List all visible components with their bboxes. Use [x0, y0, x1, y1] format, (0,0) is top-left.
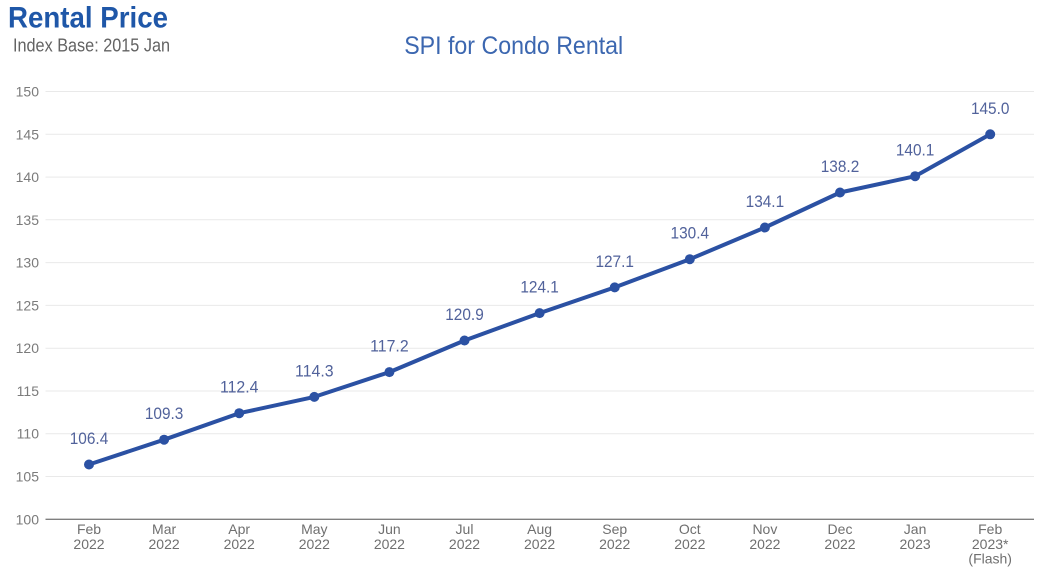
svg-text:117.2: 117.2: [370, 337, 409, 356]
svg-text:145: 145: [16, 126, 40, 142]
svg-text:Jul: Jul: [456, 521, 474, 537]
svg-text:140.1: 140.1: [896, 141, 935, 160]
svg-text:Oct: Oct: [679, 521, 701, 537]
svg-text:127.1: 127.1: [595, 252, 634, 271]
svg-text:145.0: 145.0: [971, 99, 1010, 118]
svg-text:2022: 2022: [374, 536, 405, 552]
svg-text:May: May: [301, 521, 327, 537]
svg-text:110: 110: [17, 426, 40, 442]
svg-text:130: 130: [16, 255, 40, 271]
svg-text:Rental Price: Rental Price: [8, 2, 168, 35]
svg-text:Index Base: 2015 Jan: Index Base: 2015 Jan: [13, 36, 170, 56]
svg-text:Feb: Feb: [978, 521, 1002, 537]
svg-text:106.4: 106.4: [70, 429, 109, 448]
svg-text:2022: 2022: [73, 536, 104, 552]
svg-text:2022: 2022: [824, 536, 855, 552]
svg-text:Feb: Feb: [77, 521, 101, 537]
svg-text:124.1: 124.1: [520, 278, 559, 297]
svg-text:(Flash): (Flash): [968, 551, 1012, 567]
svg-text:Sep: Sep: [602, 521, 627, 537]
svg-text:Jun: Jun: [378, 521, 401, 537]
svg-text:2022: 2022: [224, 536, 255, 552]
svg-text:2022: 2022: [524, 536, 555, 552]
svg-text:109.3: 109.3: [145, 404, 184, 423]
svg-text:100: 100: [16, 511, 40, 527]
svg-text:2022: 2022: [149, 536, 180, 552]
svg-text:Jan: Jan: [904, 521, 927, 537]
svg-text:114.3: 114.3: [295, 361, 334, 380]
svg-text:115: 115: [17, 383, 40, 399]
svg-text:140: 140: [16, 169, 40, 185]
svg-text:134.1: 134.1: [746, 192, 785, 211]
svg-text:120: 120: [16, 340, 40, 356]
svg-text:2022: 2022: [749, 536, 780, 552]
svg-text:105: 105: [16, 469, 40, 485]
svg-text:2022: 2022: [449, 536, 480, 552]
svg-text:2023*: 2023*: [972, 536, 1009, 552]
svg-text:SPI for Condo Rental: SPI for Condo Rental: [404, 32, 623, 60]
svg-text:135: 135: [16, 212, 40, 228]
svg-text:2022: 2022: [299, 536, 330, 552]
svg-text:Dec: Dec: [828, 521, 853, 537]
svg-text:120.9: 120.9: [445, 305, 484, 324]
svg-text:2022: 2022: [599, 536, 630, 552]
svg-text:125: 125: [16, 297, 40, 313]
svg-text:Mar: Mar: [152, 521, 176, 537]
svg-text:2023: 2023: [900, 536, 931, 552]
svg-text:150: 150: [16, 84, 40, 100]
svg-text:Nov: Nov: [752, 521, 777, 537]
svg-text:Apr: Apr: [228, 521, 250, 537]
svg-text:2022: 2022: [674, 536, 705, 552]
svg-text:130.4: 130.4: [671, 224, 710, 243]
svg-text:138.2: 138.2: [821, 157, 860, 176]
svg-text:112.4: 112.4: [220, 378, 259, 397]
svg-text:Aug: Aug: [527, 521, 552, 537]
